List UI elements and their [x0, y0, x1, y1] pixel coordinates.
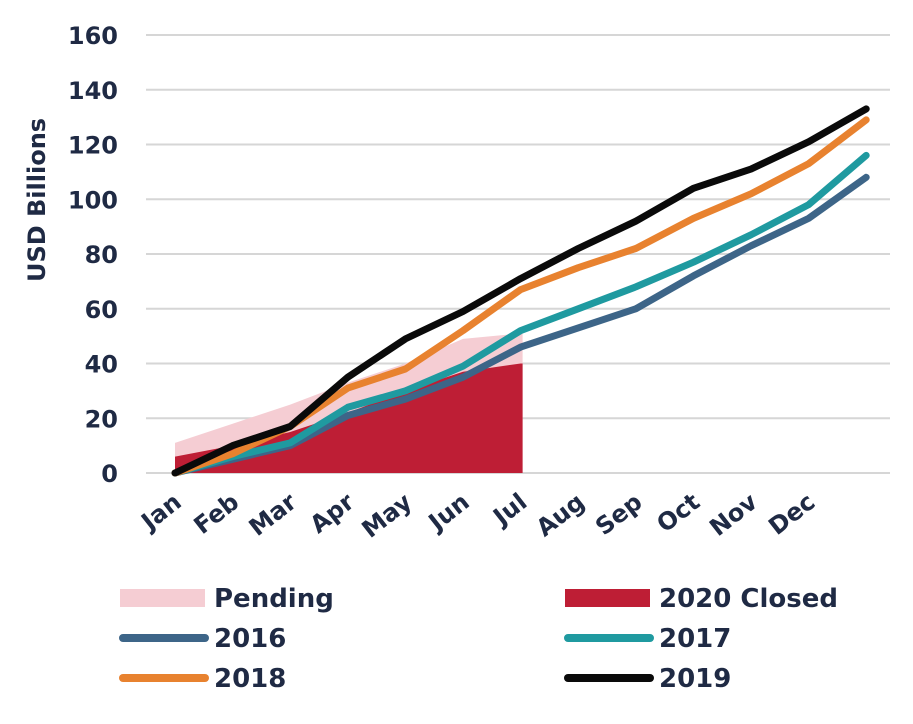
x-tick-label: Feb — [189, 488, 245, 540]
y-tick-label: 100 — [68, 186, 118, 214]
x-tick-label: Nov — [704, 487, 763, 541]
y-tick-label: 140 — [68, 77, 118, 105]
legend-label: 2017 — [659, 624, 731, 654]
legend-label: 2018 — [214, 664, 286, 694]
y-tick-label: 20 — [85, 405, 118, 433]
legend-label: Pending — [214, 584, 334, 614]
x-tick-label: Jun — [422, 488, 475, 538]
x-tick-label: Dec — [763, 488, 820, 541]
legend-item-2019: 2019 — [564, 664, 731, 694]
legend-swatch — [120, 589, 205, 607]
x-tick-label: Mar — [244, 488, 302, 542]
line-2017 — [171, 151, 870, 477]
legend-item-2017: 2017 — [564, 624, 731, 654]
x-tick-label: Apr — [305, 488, 360, 539]
legend-label: 2016 — [214, 624, 286, 654]
legend-item-pending: Pending — [120, 584, 334, 614]
x-tick-label: Jan — [135, 488, 187, 537]
y-tick-label: 60 — [85, 296, 118, 324]
line-2019 — [171, 105, 870, 477]
y-tick-label: 40 — [85, 351, 118, 379]
line-series — [171, 105, 870, 477]
x-tick-label: Oct — [652, 488, 706, 538]
legend: Pending 2020 Closed 2016 2017 2018 2019 — [119, 584, 838, 694]
y-axis-label: USD Billions — [23, 118, 51, 282]
y-axis-ticks: 0 20 40 60 80 100 120 140 160 — [68, 22, 118, 488]
legend-label: 2019 — [659, 664, 731, 694]
x-tick-label: Jul — [486, 488, 532, 532]
x-tick-label: Sep — [590, 488, 647, 541]
x-tick-label: May — [357, 487, 418, 543]
legend-swatch — [565, 589, 650, 607]
y-tick-label: 0 — [101, 460, 118, 488]
legend-item-2018: 2018 — [119, 664, 286, 694]
y-tick-label: 80 — [85, 241, 118, 269]
x-tick-label: Aug — [531, 488, 590, 543]
legend-item-2016: 2016 — [119, 624, 286, 654]
y-tick-label: 160 — [68, 22, 118, 50]
legend-label: 2020 Closed — [659, 584, 838, 614]
y-tick-label: 120 — [68, 132, 118, 160]
legend-item-2020-closed: 2020 Closed — [565, 584, 838, 614]
